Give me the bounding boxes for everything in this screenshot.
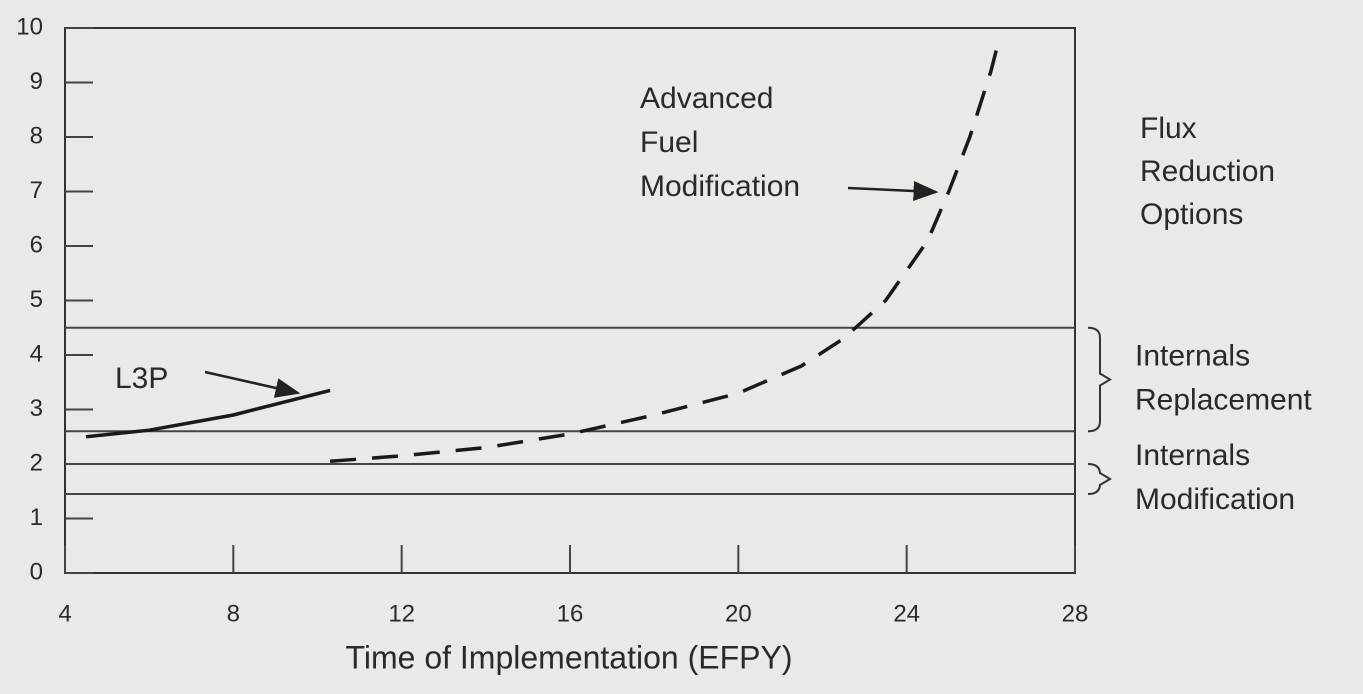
y-tick-label: 6	[30, 231, 43, 258]
y-tick-label: 2	[30, 449, 43, 476]
y-tick-label: 3	[30, 395, 43, 422]
band-label: Internals Modification	[1135, 439, 1295, 516]
y-tick-label: 10	[16, 13, 43, 40]
y-tick-label: 0	[30, 558, 43, 585]
x-axis-label: Time of Implementation (EFPY)	[346, 639, 793, 675]
x-tick-label: 24	[893, 600, 920, 627]
bracket	[1087, 463, 1112, 495]
y-tick-label: 1	[30, 504, 43, 531]
series-line	[85, 388, 331, 439]
series-label: L3P	[115, 362, 168, 395]
band-label: Internals Replacement	[1135, 339, 1312, 416]
bracket	[1087, 326, 1112, 433]
y-tick-label: 9	[30, 68, 43, 95]
x-tick-label: 4	[58, 600, 71, 627]
y-tick-label: 7	[30, 177, 43, 204]
series-line	[329, 38, 1001, 464]
arrow	[847, 180, 939, 201]
x-tick-label: 20	[725, 600, 752, 627]
x-tick-label: 28	[1062, 600, 1089, 627]
x-tick-label: 8	[227, 600, 240, 627]
annotation: Flux Reduction Options	[1140, 112, 1275, 231]
x-tick-label: 16	[557, 600, 584, 627]
x-tick-label: 12	[388, 600, 415, 627]
y-tick-label: 4	[30, 340, 43, 367]
y-tick-label: 5	[30, 286, 43, 313]
arrow	[204, 370, 301, 398]
series-label: Advanced Fuel Modification	[640, 82, 800, 203]
y-tick-label: 8	[30, 122, 43, 149]
